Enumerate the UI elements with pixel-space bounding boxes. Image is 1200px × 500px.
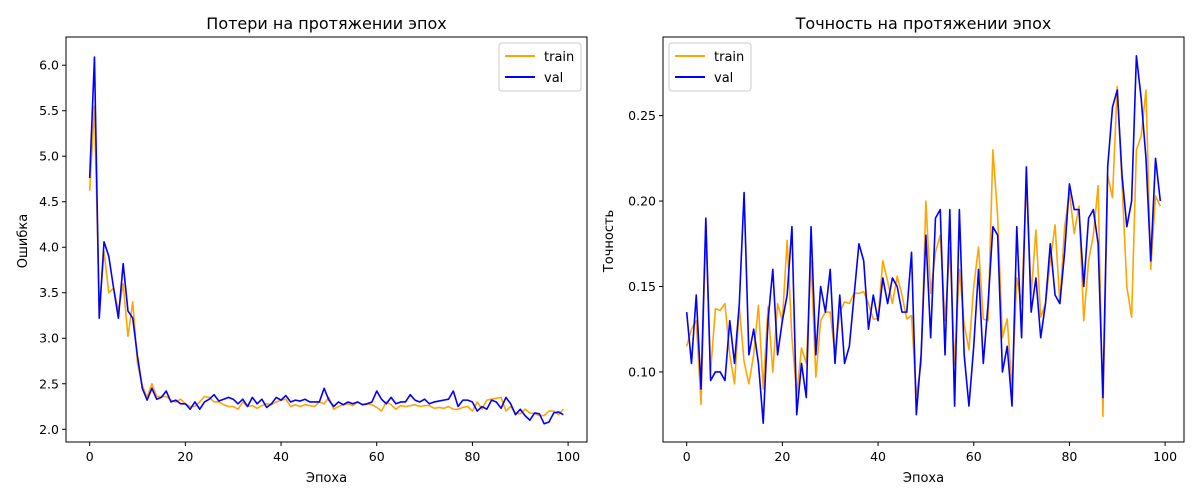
accuracy-chart-x-tick-label: 80 [1061,449,1077,464]
loss-chart-x-tick-label: 80 [464,449,480,464]
loss-chart-xlabel: Эпоха [306,471,347,486]
accuracy-chart-x-tick-label: 100 [1153,449,1177,464]
accuracy-chart-y-tick-label: 0.20 [628,194,656,209]
loss-chart-y-tick-label: 5.5 [39,103,59,118]
loss-chart-y-tick-label: 3.0 [39,331,59,346]
accuracy-chart-x-tick-label: 20 [774,449,790,464]
loss-chart-y-tick-label: 3.5 [39,285,59,300]
accuracy-chart-xlabel: Эпоха [903,471,944,486]
loss-chart-y-tick-label: 5.0 [39,149,59,164]
legend-label-train: train [714,50,744,65]
accuracy-chart-ylabel: Точность [602,210,617,273]
loss-chart-y-ticks: 2.0 2.5 3.0 3.5 4.0 4.5 5.0 5.5 6.0 [39,58,66,437]
accuracy-chart-y-tick-label: 0.10 [628,364,656,379]
loss-chart-y-tick-label: 4.5 [39,194,59,209]
accuracy-chart-x-tick-label: 60 [966,449,982,464]
accuracy-chart-y-ticks: 0.10 0.15 0.20 0.25 [628,108,663,379]
series-line-val [685,54,1162,425]
accuracy-chart-plot-frame [662,36,1185,443]
accuracy-chart-title: Точность на протяжении эпох [795,14,1052,33]
loss-chart-y-tick-label: 2.5 [39,376,59,391]
accuracy-chart-legend: train val [668,42,752,92]
accuracy-chart-x-tick-label: 0 [683,449,691,464]
loss-chart-series [88,56,564,425]
loss-chart-y-tick-label: 2.0 [39,422,59,437]
legend-label-val: val [544,71,563,86]
loss-chart-x-tick-label: 60 [369,449,385,464]
series-line-val [88,56,564,425]
accuracy-chart-y-tick-label: 0.15 [628,279,656,294]
loss-chart-plot-frame [65,36,588,443]
loss-chart-legend: train val [498,42,582,92]
accuracy-chart-x-ticks: 0 20 40 60 80 100 [683,442,1177,464]
legend-label-val: val [714,71,733,86]
loss-chart: Потери на протяжении эпох Эпоха Ошибка 2… [16,14,588,486]
loss-chart-x-tick-label: 100 [556,449,580,464]
loss-chart-x-tick-label: 20 [177,449,193,464]
loss-chart-title: Потери на протяжении эпох [206,14,446,33]
loss-chart-y-tick-label: 6.0 [39,58,59,73]
loss-chart-y-tick-label: 4.0 [39,240,59,255]
accuracy-chart: Точность на протяжении эпох Эпоха Точнос… [602,14,1185,486]
loss-chart-x-tick-label: 0 [86,449,94,464]
accuracy-chart-y-tick-label: 0.25 [628,108,656,123]
loss-chart-x-tick-label: 40 [273,449,289,464]
accuracy-chart-x-tick-label: 40 [870,449,886,464]
loss-chart-ylabel: Ошибка [16,214,31,268]
legend-label-train: train [544,50,574,65]
accuracy-chart-series [685,54,1162,425]
loss-chart-x-ticks: 0 20 40 60 80 100 [86,442,580,464]
